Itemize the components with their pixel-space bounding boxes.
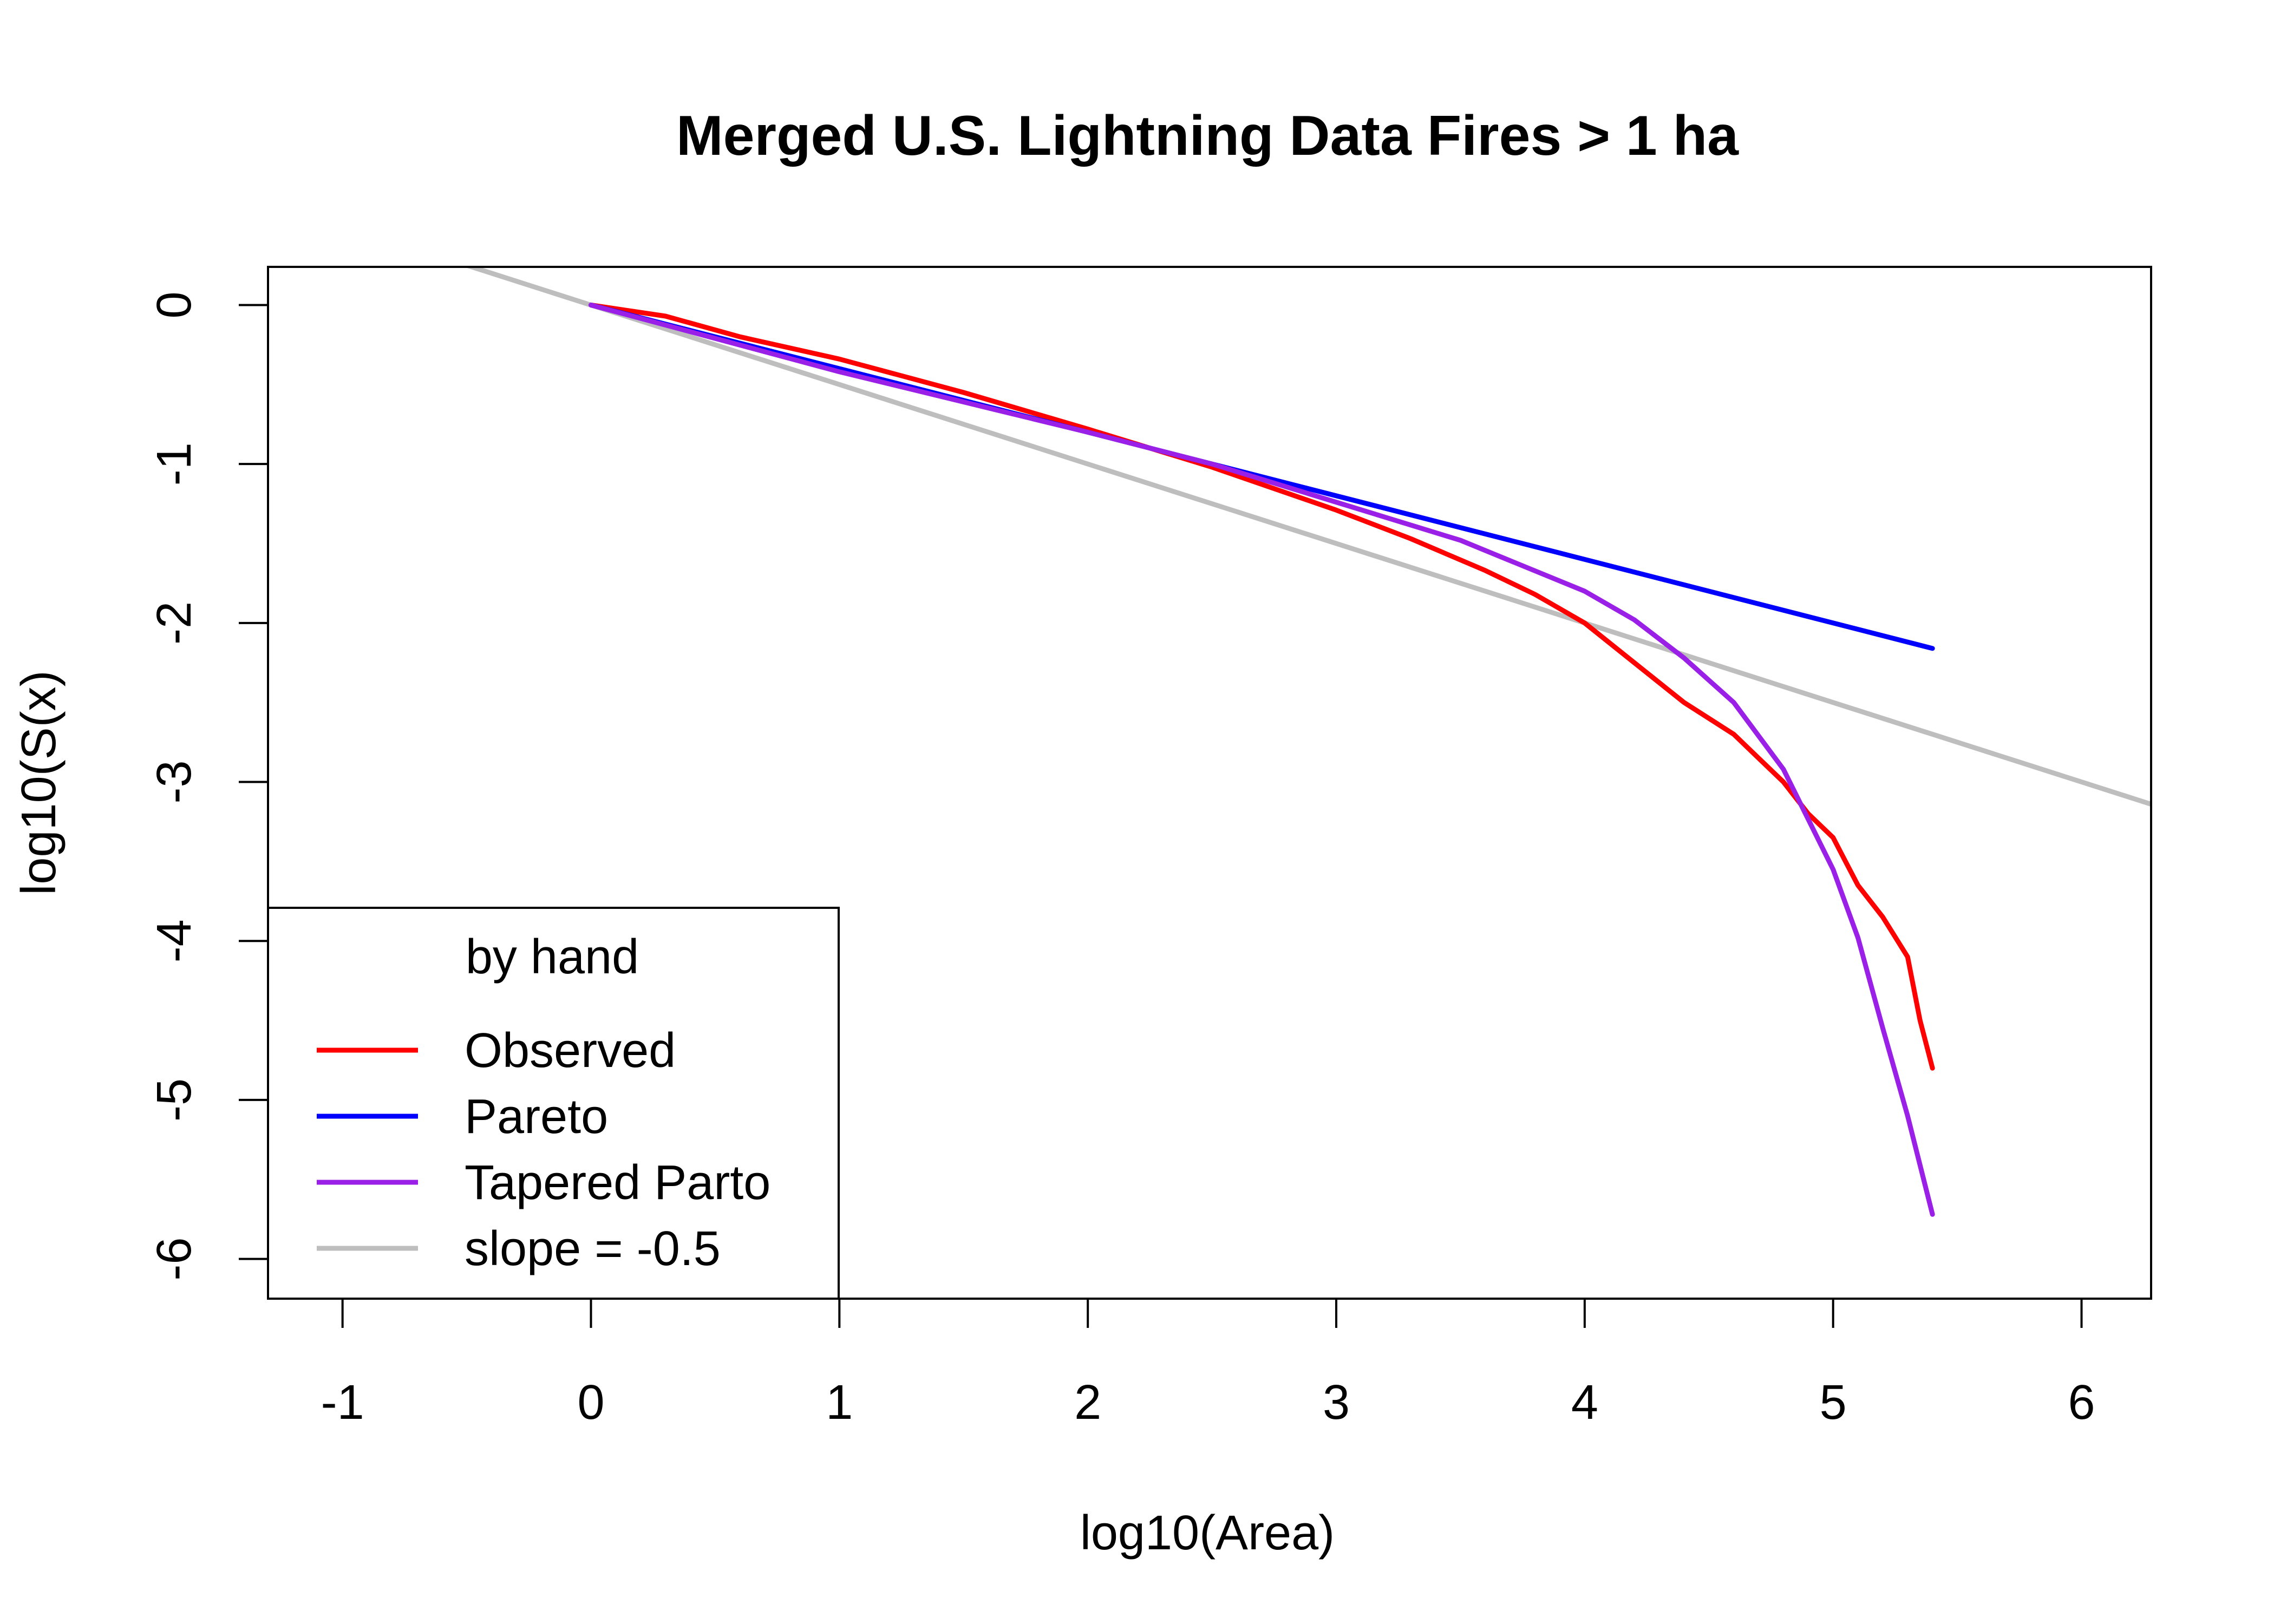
- y-axis: 0 -1 -2 -3 -4 -5 -6: [147, 291, 269, 1281]
- legend-label: slope = -0.5: [465, 1222, 721, 1276]
- x-tick-label: 1: [826, 1376, 853, 1430]
- x-tick-label: -1: [321, 1376, 364, 1430]
- x-axis-label: log10(Area): [1080, 1506, 1335, 1560]
- x-tick-label: 3: [1323, 1376, 1350, 1430]
- y-tick-label: -4: [147, 919, 201, 962]
- legend-label: Tapered Parto: [465, 1156, 770, 1210]
- legend-label: Pareto: [465, 1090, 608, 1144]
- x-tick-label: 4: [1571, 1376, 1598, 1430]
- y-axis-label: log10(S(x): [12, 670, 66, 895]
- y-tick-label: -3: [147, 760, 201, 803]
- series-line-pareto: [589, 303, 1935, 651]
- y-tick-label: -1: [147, 442, 201, 486]
- series-line-slope-0-5: [465, 267, 2151, 807]
- x-axis: -1 0 1 2 3 4 5 6: [321, 1298, 2095, 1430]
- y-tick-label: 0: [147, 291, 201, 318]
- legend: by hand Observed Pareto Tapered Parto slope…: [267, 907, 840, 1300]
- y-tick-label: -6: [147, 1237, 201, 1281]
- x-tick-label: 2: [1074, 1376, 1101, 1430]
- series-line-tapered-parto: [589, 303, 1935, 1217]
- x-tick-label: 6: [2068, 1376, 2095, 1430]
- legend-items: Observed Pareto Tapered Parto slope = -0.5: [317, 1024, 770, 1276]
- x-tick-label: 5: [1820, 1376, 1847, 1430]
- legend-label: Observed: [465, 1024, 676, 1078]
- legend-box: [267, 907, 840, 1300]
- y-tick-label: -2: [147, 601, 201, 645]
- series-layer: [465, 267, 2151, 1217]
- series-line-observed: [589, 303, 1935, 1071]
- legend-title: by hand: [466, 930, 639, 984]
- chart-title: Merged U.S. Lightning Data Fires > 1 ha: [676, 104, 1739, 167]
- x-tick-label: 0: [577, 1376, 604, 1430]
- y-tick-label: -5: [147, 1078, 201, 1122]
